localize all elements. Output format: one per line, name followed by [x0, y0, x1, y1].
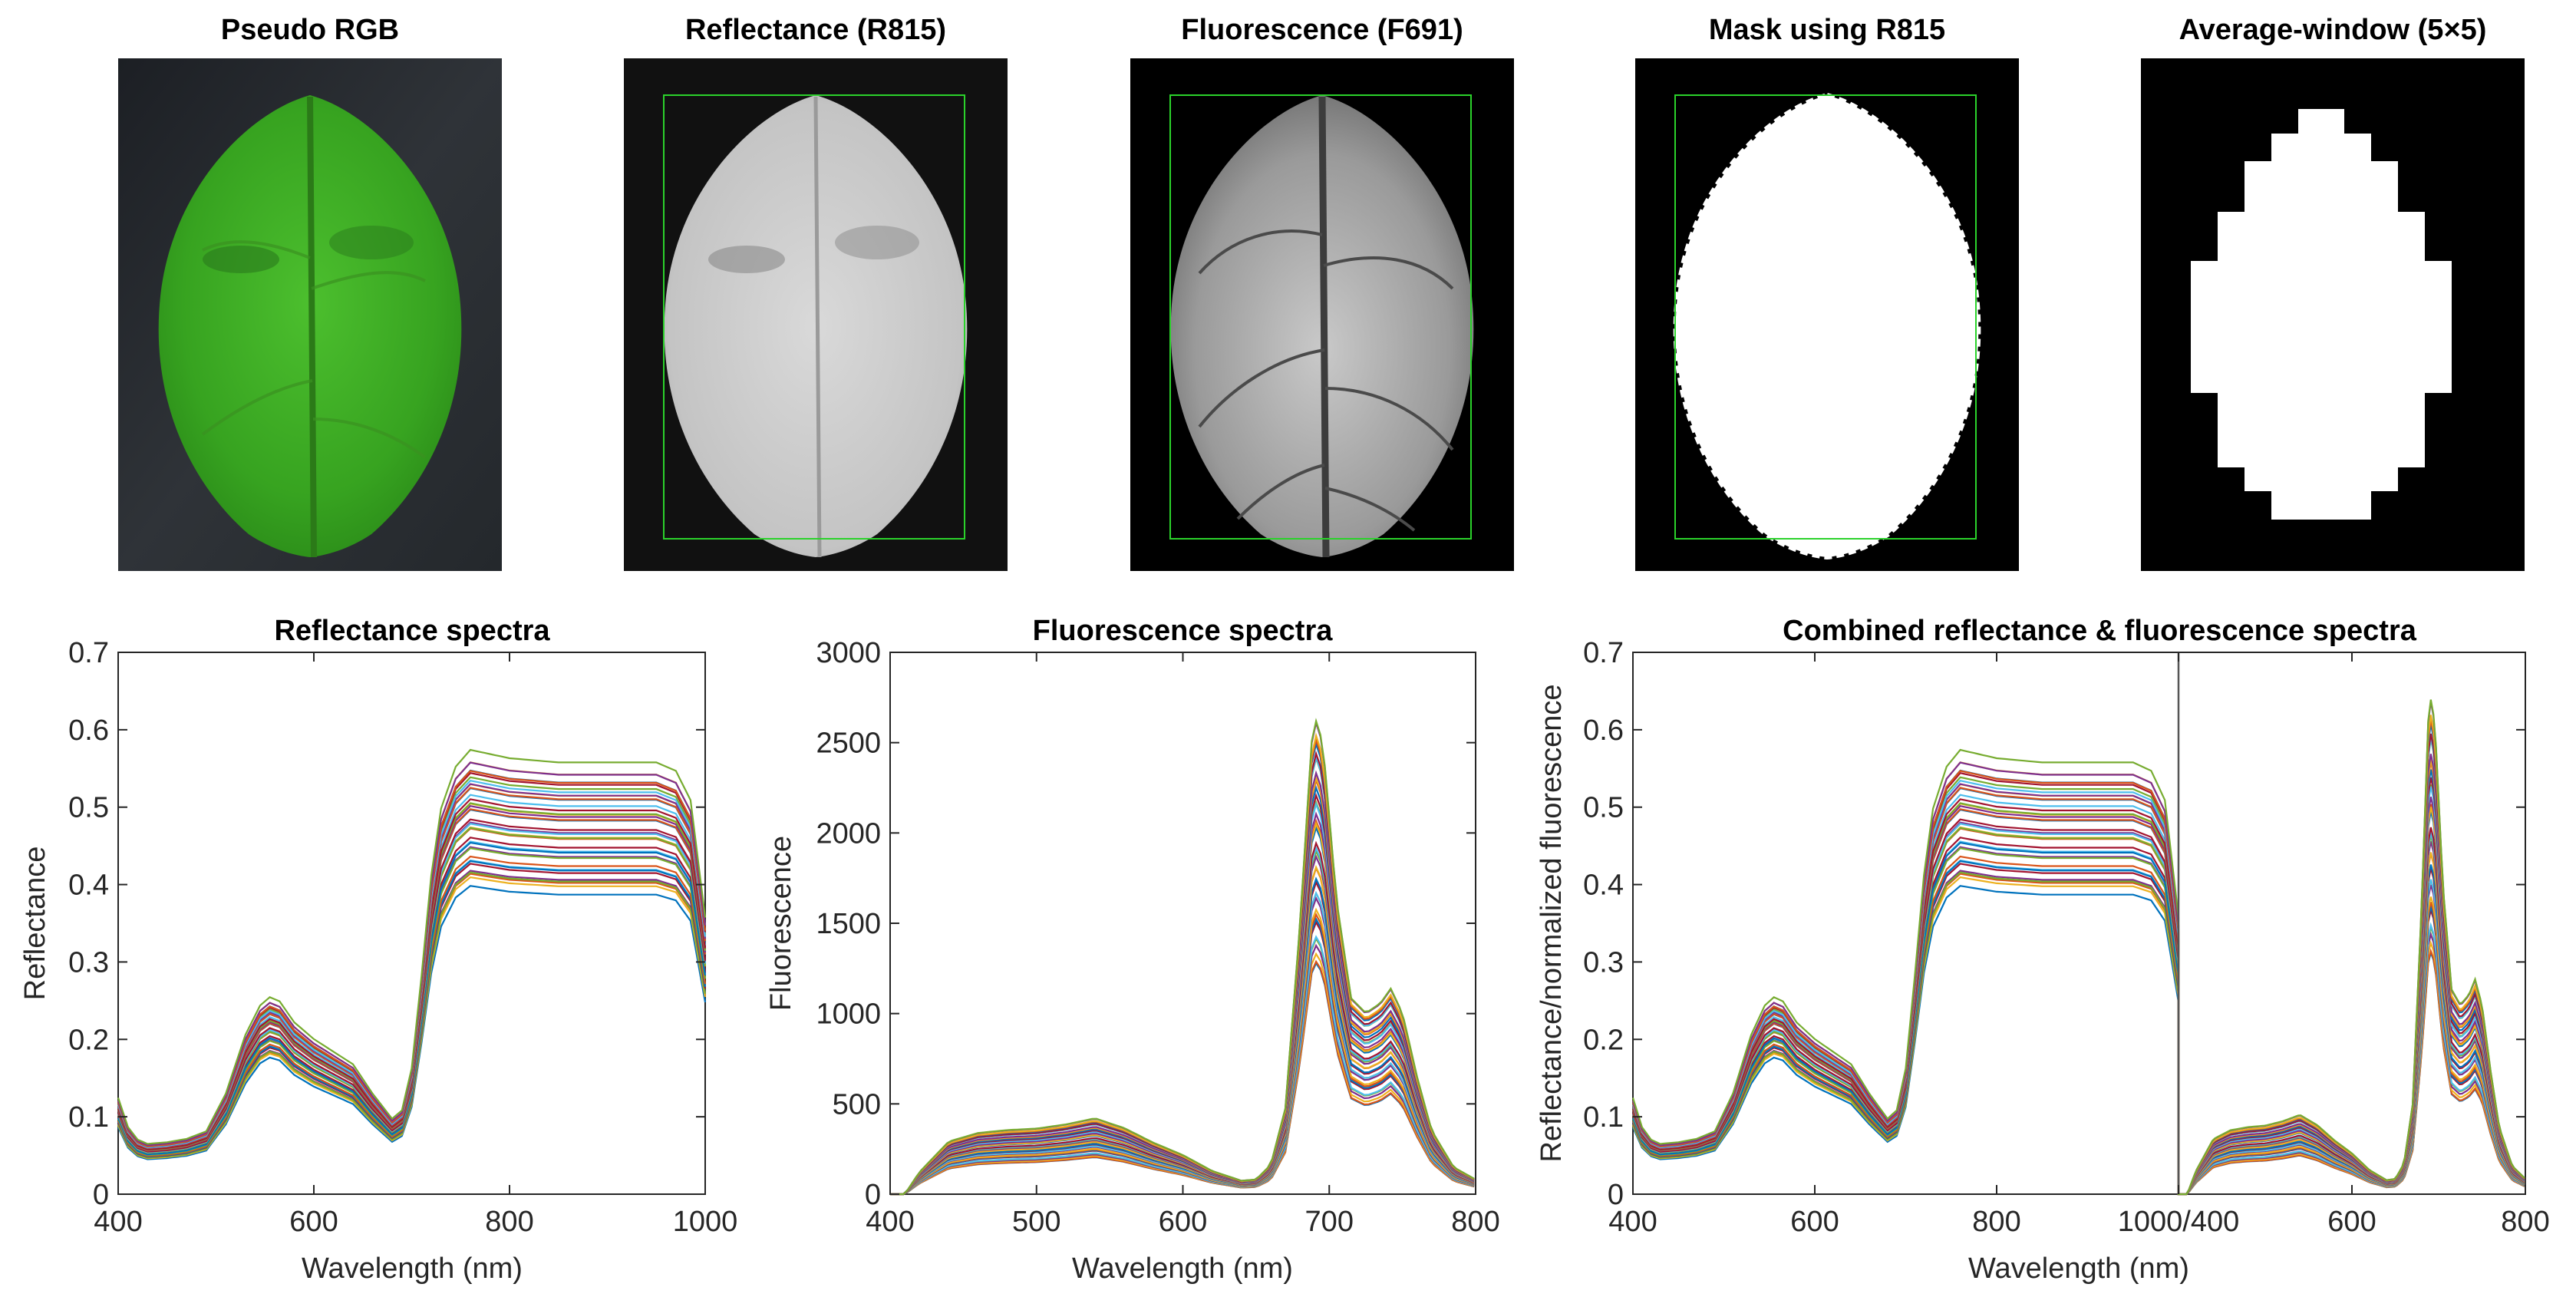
y-tick-label: 0 — [93, 1179, 109, 1211]
fluorescence-series-line — [890, 718, 1475, 1196]
x-tick-label: 600 — [1790, 1206, 1839, 1238]
panel-title: Fluorescence (F691) — [1181, 14, 1463, 46]
panel-title: Mask using R815 — [1708, 14, 1946, 46]
fluorescence-series-line — [890, 876, 1475, 1196]
x-tick-label: 400 — [866, 1206, 914, 1238]
combined-chart: Combined reflectance & fluorescence spec… — [1535, 615, 2550, 1285]
x-tick-label: 400 — [94, 1206, 142, 1238]
plot-area — [1632, 652, 2526, 1195]
y-tick-label: 0.3 — [68, 946, 109, 979]
reflectance-chart: Reflectance spectra 00.10.20.30.40.50.60… — [19, 615, 737, 1285]
fluorescence-series-line — [890, 732, 1475, 1196]
y-tick-label: 0.6 — [68, 715, 109, 747]
y-tick-label: 0.5 — [68, 792, 109, 824]
fluorescence-f691-image — [1130, 58, 1514, 571]
reflectance-series-line — [117, 841, 707, 1156]
panel-title: Average-window (5×5) — [2179, 14, 2487, 46]
x-tick-label: 600 — [1159, 1206, 1207, 1238]
y-tick-label: 2000 — [816, 817, 881, 850]
reflectance-series-line — [117, 748, 707, 1145]
x-tick-label: 1000/400 — [2118, 1206, 2240, 1238]
series-group — [117, 748, 707, 1160]
x-tick-label: 400 — [1608, 1206, 1657, 1238]
y-tick-label: 0 — [865, 1179, 881, 1211]
fluorescence-series-line — [890, 840, 1475, 1196]
plot-area — [117, 652, 706, 1195]
y-tick-label: 0 — [1608, 1179, 1624, 1211]
roi-box — [663, 94, 965, 540]
blocky-mask — [2191, 109, 2452, 520]
x-tick-label: 700 — [1305, 1206, 1354, 1238]
chart-title: Reflectance spectra — [274, 615, 550, 647]
x-tick-label: 800 — [1451, 1206, 1499, 1238]
x-tick-label: 800 — [2501, 1206, 2549, 1238]
x-axis-label: Wavelength (nm) — [1072, 1253, 1293, 1285]
pseudo-rgb-image — [118, 58, 502, 571]
panel-title: Reflectance (R815) — [684, 14, 947, 46]
y-tick-label: 0.4 — [68, 870, 109, 902]
y-tick-label: 0.3 — [1583, 946, 1624, 979]
y-tick-label: 500 — [833, 1088, 881, 1121]
x-axis-label: Wavelength (nm) — [302, 1253, 523, 1285]
x-tick-label: 1000 — [673, 1206, 738, 1238]
combined-series-line — [1631, 699, 2525, 1196]
y-tick-label: 2500 — [816, 728, 881, 760]
y-tick-label: 0.7 — [68, 637, 109, 669]
y-tick-label: 0.4 — [1583, 870, 1624, 902]
series-group — [1631, 699, 2525, 1196]
y-tick-label: 0.2 — [1583, 1024, 1624, 1056]
mask-r815-image — [1635, 58, 2019, 571]
series-group — [890, 718, 1475, 1196]
y-tick-label: 3000 — [816, 637, 881, 669]
fluorescence-chart: Fluorescence spectra 0 500 1000 1500 2000 250… — [765, 615, 1500, 1285]
y-axis-label: Reflectance — [19, 847, 51, 1001]
axes: 0 0.1 0.2 0.3 0.4 0.5 0.6 0.7 400 600 800 1000/400 6… — [1583, 637, 2550, 1238]
y-tick-label: 0.5 — [1583, 792, 1624, 824]
chart-title: Combined reflectance & fluorescence spec… — [1783, 615, 2417, 647]
fluorescence-series-line — [890, 935, 1475, 1196]
fluorescence-series-line — [890, 770, 1475, 1196]
y-tick-label: 0.7 — [1583, 637, 1624, 669]
y-tick-label: 1000 — [816, 998, 881, 1031]
fluorescence-series-line — [890, 907, 1475, 1196]
chart-title: Fluorescence spectra — [1033, 615, 1334, 647]
x-tick-label: 800 — [1972, 1206, 2020, 1238]
y-tick-label: 0.6 — [1583, 715, 1624, 747]
x-tick-label: 600 — [289, 1206, 338, 1238]
y-tick-label: 0.1 — [1583, 1101, 1624, 1134]
panel-title: Pseudo RGB — [220, 14, 400, 46]
fluorescence-series-line — [890, 890, 1475, 1196]
x-tick-label: 600 — [2327, 1206, 2376, 1238]
y-axis-label: Reflectance/normalized fluorescence — [1535, 684, 1568, 1162]
plot-area — [889, 652, 1476, 1195]
axes: 0 500 1000 1500 2000 2500 3000 400 500 600 700 800 — [816, 637, 1499, 1238]
x-axis-label: Wavelength (nm) — [1968, 1253, 2189, 1285]
average-window-image — [2141, 58, 2525, 571]
y-axis-label: Fluorescence — [765, 836, 797, 1011]
y-tick-label: 1500 — [816, 908, 881, 940]
x-tick-label: 500 — [1012, 1206, 1060, 1238]
y-tick-label: 0.2 — [68, 1024, 109, 1056]
axes: 0 0.1 0.2 0.3 0.4 0.5 0.6 0.7 400 600 800 1000 — [68, 637, 737, 1238]
reflectance-r815-image — [624, 58, 1008, 571]
y-tick-label: 0.1 — [68, 1101, 109, 1134]
x-tick-label: 800 — [485, 1206, 533, 1238]
